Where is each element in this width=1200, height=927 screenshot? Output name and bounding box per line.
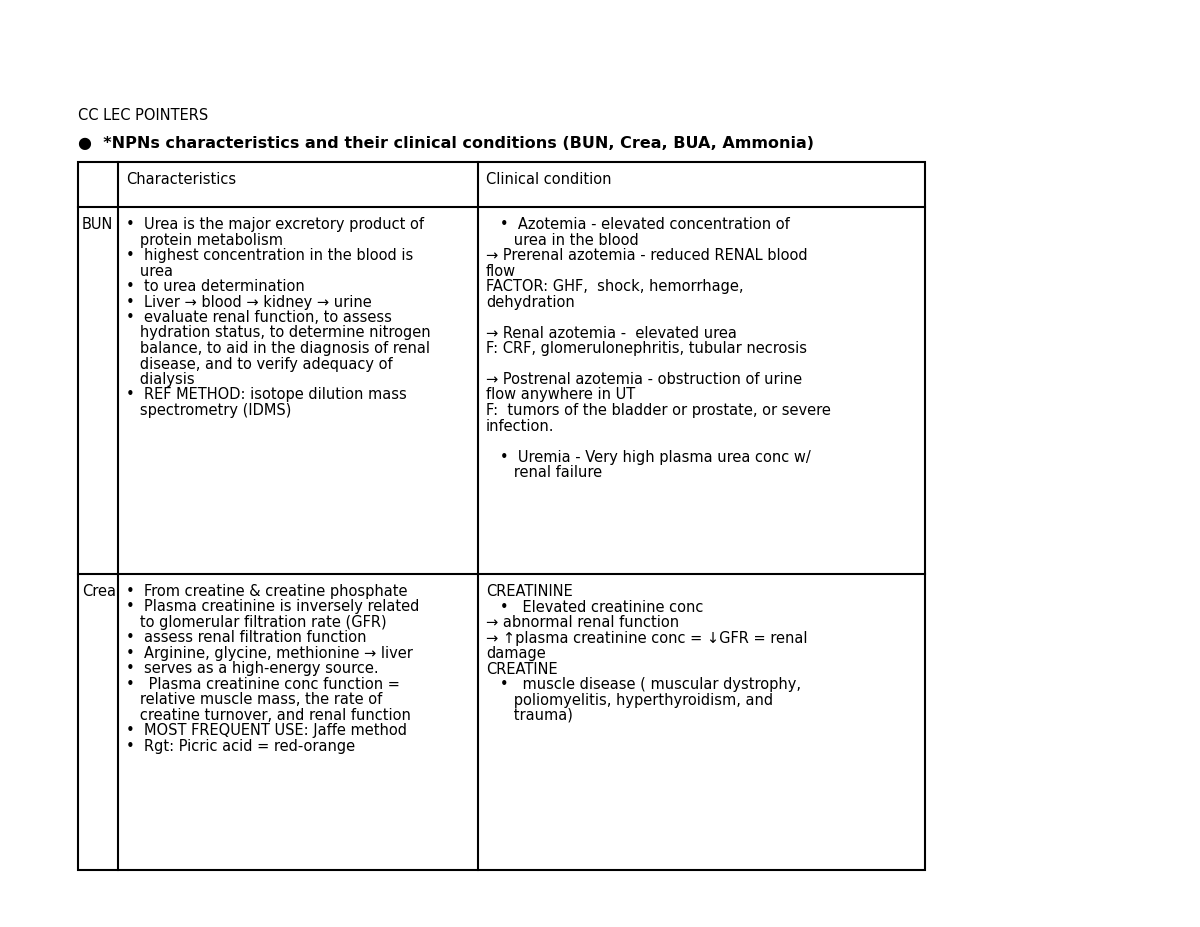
Text: F:  tumors of the bladder or prostate, or severe: F: tumors of the bladder or prostate, or…	[486, 403, 830, 418]
Text: •  Urea is the major excretory product of: • Urea is the major excretory product of	[126, 217, 424, 232]
Text: protein metabolism: protein metabolism	[126, 233, 283, 248]
Text: •  Rgt: Picric acid = red-orange: • Rgt: Picric acid = red-orange	[126, 739, 355, 754]
Text: •  highest concentration in the blood is: • highest concentration in the blood is	[126, 248, 413, 263]
Text: •  Uremia - Very high plasma urea conc w/: • Uremia - Very high plasma urea conc w/	[486, 450, 811, 464]
Text: •   Plasma creatinine conc function =: • Plasma creatinine conc function =	[126, 677, 400, 692]
Text: •  From creatine & creatine phosphate: • From creatine & creatine phosphate	[126, 584, 408, 599]
Text: → Postrenal azotemia - obstruction of urine: → Postrenal azotemia - obstruction of ur…	[486, 372, 802, 387]
Text: Crea: Crea	[82, 584, 116, 599]
Text: CREATININE: CREATININE	[486, 584, 572, 599]
Text: BUN: BUN	[82, 217, 113, 232]
Text: trauma): trauma)	[486, 708, 572, 723]
Text: Characteristics: Characteristics	[126, 172, 236, 187]
Text: •   muscle disease ( muscular dystrophy,: • muscle disease ( muscular dystrophy,	[486, 677, 802, 692]
Text: •  to urea determination: • to urea determination	[126, 279, 305, 294]
Text: •   Elevated creatinine conc: • Elevated creatinine conc	[486, 600, 703, 615]
Text: renal failure: renal failure	[486, 465, 602, 480]
Text: → Renal azotemia -  elevated urea: → Renal azotemia - elevated urea	[486, 325, 737, 340]
Text: F: CRF, glomerulonephritis, tubular necrosis: F: CRF, glomerulonephritis, tubular necr…	[486, 341, 808, 356]
Text: infection.: infection.	[486, 418, 554, 434]
Text: •  evaluate renal function, to assess: • evaluate renal function, to assess	[126, 310, 392, 325]
Text: → Prerenal azotemia - reduced RENAL blood: → Prerenal azotemia - reduced RENAL bloo…	[486, 248, 808, 263]
Text: •  Arginine, glycine, methionine → liver: • Arginine, glycine, methionine → liver	[126, 646, 413, 661]
Text: balance, to aid in the diagnosis of renal: balance, to aid in the diagnosis of rena…	[126, 341, 430, 356]
Text: •  serves as a high-energy source.: • serves as a high-energy source.	[126, 662, 379, 677]
Text: relative muscle mass, the rate of: relative muscle mass, the rate of	[126, 692, 383, 707]
Text: •  Liver → blood → kidney → urine: • Liver → blood → kidney → urine	[126, 295, 372, 310]
Text: Clinical condition: Clinical condition	[486, 172, 612, 187]
Text: urea: urea	[126, 263, 173, 278]
Text: •  assess renal filtration function: • assess renal filtration function	[126, 630, 366, 645]
Text: to glomerular filtration rate (GFR): to glomerular filtration rate (GFR)	[126, 615, 386, 630]
Bar	[78, 162, 925, 870]
Text: creatine turnover, and renal function: creatine turnover, and renal function	[126, 708, 410, 723]
Text: → abnormal renal function: → abnormal renal function	[486, 615, 679, 630]
Text: •  REF METHOD: isotope dilution mass: • REF METHOD: isotope dilution mass	[126, 387, 407, 402]
Text: flow anywhere in UT: flow anywhere in UT	[486, 387, 635, 402]
Text: CREATINE: CREATINE	[486, 662, 558, 677]
Text: dialysis: dialysis	[126, 372, 194, 387]
Text: •  Plasma creatinine is inversely related: • Plasma creatinine is inversely related	[126, 600, 419, 615]
Text: → ↑plasma creatinine conc = ↓GFR = renal: → ↑plasma creatinine conc = ↓GFR = renal	[486, 630, 808, 645]
Text: FACTOR: GHF,  shock, hemorrhage,: FACTOR: GHF, shock, hemorrhage,	[486, 279, 744, 294]
Text: flow: flow	[486, 263, 516, 278]
Text: hydration status, to determine nitrogen: hydration status, to determine nitrogen	[126, 325, 431, 340]
Text: dehydration: dehydration	[486, 295, 575, 310]
Text: damage: damage	[486, 646, 546, 661]
Text: spectrometry (IDMS): spectrometry (IDMS)	[126, 403, 292, 418]
Text: ●  *NPNs characteristics and their clinical conditions (BUN, Crea, BUA, Ammonia): ● *NPNs characteristics and their clinic…	[78, 136, 814, 151]
Text: urea in the blood: urea in the blood	[486, 233, 638, 248]
Text: CC LEC POINTERS: CC LEC POINTERS	[78, 108, 209, 123]
Text: •  MOST FREQUENT USE: Jaffe method: • MOST FREQUENT USE: Jaffe method	[126, 723, 407, 739]
Text: poliomyelitis, hyperthyroidism, and: poliomyelitis, hyperthyroidism, and	[486, 692, 773, 707]
Text: •  Azotemia - elevated concentration of: • Azotemia - elevated concentration of	[486, 217, 790, 232]
Text: disease, and to verify adequacy of: disease, and to verify adequacy of	[126, 357, 392, 372]
